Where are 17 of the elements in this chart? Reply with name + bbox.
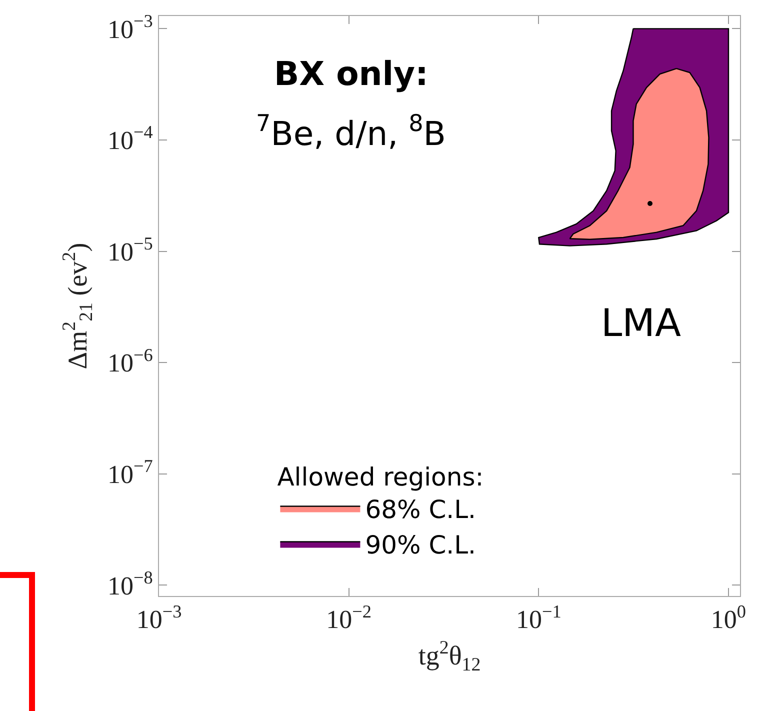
annotation: LMA <box>601 301 681 345</box>
y-tick-label: 10$^{−7}$ <box>107 456 153 490</box>
legend-label: 68% C.L. <box>365 495 476 524</box>
y-tick-label: 10$^{−4}$ <box>107 122 153 156</box>
y-tick-label: 10$^{−3}$ <box>107 10 153 44</box>
y-tick-label: 10$^{−6}$ <box>107 344 153 378</box>
y-tick-label: 10$^{−5}$ <box>107 233 153 266</box>
annotation: BX only: <box>274 54 428 93</box>
x-tick-label: 10$^{−2}$ <box>326 601 372 634</box>
x-axis-title: tg$^{2}$θ$_{12}$ <box>418 637 481 676</box>
x-tick-label: 10$^{0}$ <box>710 601 746 634</box>
x-tick-label: 10$^{−1}$ <box>516 601 562 634</box>
annotation: $^{7}$Be, d/n, $^{8}$B <box>256 111 446 153</box>
legend-label: 90% C.L. <box>365 530 476 560</box>
legend-title: Allowed regions: <box>277 462 484 492</box>
y-tick-label: 10$^{−8}$ <box>107 567 153 600</box>
x-tick-label: 10$^{−3}$ <box>136 601 182 634</box>
